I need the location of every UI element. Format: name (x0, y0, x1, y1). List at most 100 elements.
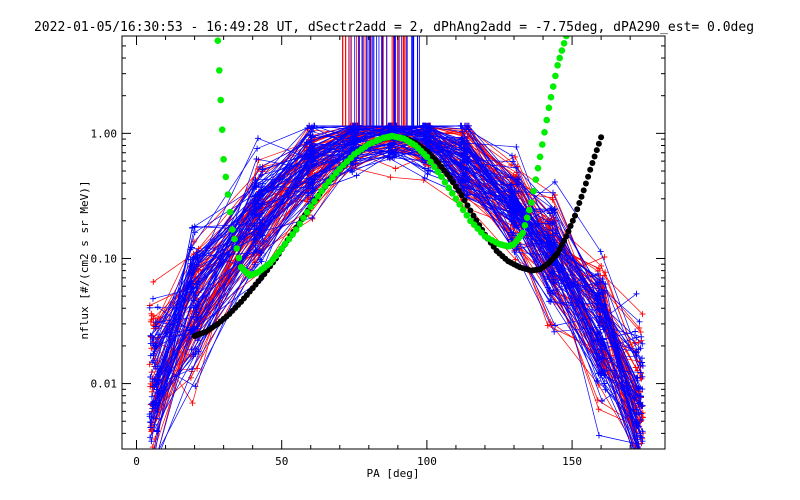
trace-marker (510, 200, 517, 207)
trace-marker (464, 179, 471, 186)
trace-marker (514, 199, 521, 206)
trace-line (158, 125, 642, 414)
fit-point (218, 126, 226, 133)
trace-line (155, 125, 640, 367)
fit-point (452, 183, 459, 190)
trace-marker (149, 378, 156, 385)
trace-marker (419, 122, 426, 129)
fit-point (519, 229, 526, 237)
fit-point (576, 200, 583, 206)
fit-point (231, 235, 238, 243)
trace-marker (193, 309, 200, 316)
fit-point (532, 176, 540, 183)
trace-marker (259, 166, 266, 173)
trace-marker (599, 398, 606, 404)
trace-marker (190, 304, 197, 311)
trace-marker (637, 456, 643, 462)
trace-marker (425, 168, 432, 174)
trace-marker (551, 178, 558, 185)
trace-marker (353, 172, 360, 179)
trace-marker (188, 278, 195, 285)
fit-point (560, 40, 568, 47)
trace-marker (310, 184, 317, 191)
trace-marker (194, 281, 200, 288)
fit-point (582, 180, 589, 187)
fit-point (526, 206, 533, 214)
trace-marker (307, 182, 314, 188)
trace-line (149, 129, 642, 423)
trace-marker (632, 349, 639, 356)
fit-point (233, 245, 240, 252)
plot-frame (121, 35, 666, 450)
trace-marker (458, 139, 465, 146)
trace-line (157, 128, 637, 399)
trace-marker (148, 310, 155, 317)
trace-marker (633, 290, 640, 297)
trace-marker (253, 156, 260, 162)
trace-marker (190, 254, 197, 261)
trace-marker (552, 230, 559, 237)
trace-marker (549, 219, 556, 226)
trace-marker (544, 322, 551, 329)
fit-point (430, 163, 438, 171)
trace-marker (598, 262, 605, 269)
fit-point (285, 235, 293, 243)
fit-point (311, 198, 318, 205)
trace-marker (155, 331, 162, 338)
trace-marker (514, 176, 520, 182)
trace-marker (153, 456, 159, 462)
x-tick-label: 50 (275, 455, 288, 468)
trace-marker (513, 246, 520, 253)
trace-marker (597, 248, 604, 255)
trace-marker (551, 328, 558, 335)
fit-point (222, 173, 230, 181)
trace-marker (457, 179, 464, 186)
trace-marker (151, 348, 158, 355)
trace-marker (636, 450, 642, 456)
trace-marker (595, 382, 602, 389)
trace-marker (545, 242, 552, 249)
plot-content (146, 36, 647, 462)
fit-point (467, 207, 474, 214)
fit-point (434, 168, 442, 175)
trace-marker (594, 378, 601, 385)
x-tick-label: 0 (133, 455, 140, 468)
trace-marker (149, 444, 156, 449)
trace-marker (638, 456, 644, 462)
trace-marker (256, 205, 263, 212)
trace-marker (600, 303, 607, 309)
fit-point (591, 153, 598, 160)
trace-marker (150, 295, 156, 302)
trace-marker (305, 190, 312, 197)
trace-marker (459, 128, 466, 135)
x-tick-label: 150 (562, 455, 582, 468)
fit-point (569, 217, 576, 224)
trace-marker (600, 326, 607, 333)
fit-point (458, 192, 465, 199)
trace-marker (639, 456, 645, 462)
trace-marker (639, 456, 645, 462)
trace-marker (635, 400, 642, 407)
axes: 0 50 100 150 0.01 0.10 1.00 (91, 35, 666, 468)
fit-point (226, 208, 234, 216)
trace-marker (509, 158, 516, 165)
trace-marker (512, 153, 519, 160)
fit-point (545, 104, 553, 112)
trace-marker (254, 145, 261, 152)
chart-title: 2022-01-05/16:30:53 - 16:49:28 UT, dSect… (34, 20, 754, 35)
trace-marker (512, 256, 519, 263)
fit-point (307, 203, 315, 210)
trace-marker (550, 189, 556, 196)
trace-marker (303, 139, 310, 146)
fit-point (296, 220, 304, 228)
trace-marker (308, 134, 315, 141)
fit-point (554, 62, 561, 69)
trace-marker (386, 142, 393, 149)
trace-marker (595, 271, 601, 277)
trace-marker (633, 456, 639, 462)
trace-marker (635, 384, 642, 391)
y-tick-label: 0.10 (91, 252, 118, 265)
trace-marker (385, 149, 392, 156)
fit-point (438, 173, 445, 180)
fit-point (282, 240, 289, 248)
